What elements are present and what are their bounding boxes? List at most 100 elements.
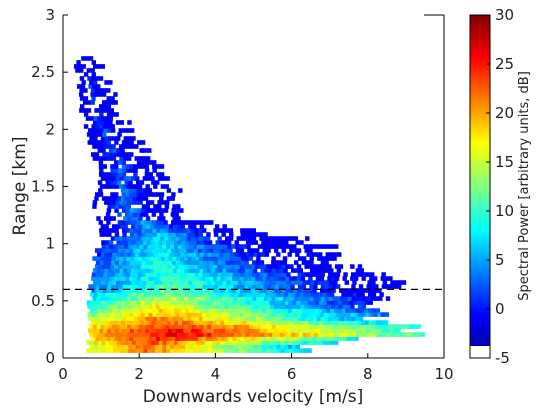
- heatmap-cell: [370, 284, 375, 289]
- heatmap-cell: [313, 296, 318, 301]
- heatmap-cell: [296, 320, 301, 325]
- heatmap-cell: [256, 324, 262, 329]
- heatmap-cell: [164, 316, 169, 321]
- heatmap-cell: [286, 316, 291, 321]
- heatmap-cell: [87, 76, 92, 81]
- x-tick-label: 2: [134, 365, 144, 383]
- heatmap-cell: [303, 244, 308, 249]
- heatmap-cell: [269, 320, 275, 325]
- heatmap-cell: [75, 68, 80, 73]
- heatmap-cell: [125, 220, 130, 225]
- heatmap-cell: [133, 336, 138, 341]
- heatmap-cell: [140, 192, 146, 197]
- heatmap-cell: [249, 252, 254, 257]
- heatmap-cell: [182, 248, 187, 253]
- heatmap-cell: [132, 196, 137, 201]
- heatmap-cell: [246, 292, 251, 297]
- heatmap-cell: [101, 196, 107, 201]
- heatmap-cell: [135, 340, 141, 345]
- heatmap-cell: [254, 248, 260, 253]
- heatmap-cell: [253, 348, 259, 353]
- heatmap-cell: [187, 316, 192, 321]
- heatmap-cell: [339, 288, 344, 293]
- heatmap-cell: [201, 320, 206, 325]
- heatmap-cell: [141, 256, 147, 261]
- heatmap-cell: [229, 296, 234, 301]
- heatmap-cell: [119, 332, 125, 337]
- heatmap-cell: [149, 324, 155, 329]
- heatmap-cell: [193, 300, 198, 305]
- heatmap-cell: [247, 228, 253, 233]
- heatmap-cell: [170, 348, 175, 353]
- heatmap-cell: [144, 220, 149, 225]
- heatmap-cell: [287, 324, 292, 329]
- heatmap-cell: [131, 308, 137, 313]
- heatmap-cell: [177, 308, 183, 313]
- heatmap-cell: [382, 332, 388, 337]
- heatmap-cell: [149, 260, 154, 265]
- heatmap-cell: [115, 280, 121, 285]
- heatmap-cell: [369, 312, 374, 317]
- heatmap-cell: [102, 304, 107, 309]
- heatmap-cell: [265, 240, 270, 245]
- heatmap-cell: [210, 284, 215, 289]
- heatmap-cell: [263, 328, 268, 333]
- heatmap-cell: [90, 340, 95, 345]
- heatmap-cell: [355, 268, 361, 273]
- heatmap-cell: [361, 312, 367, 317]
- heatmap-cell: [181, 292, 186, 297]
- heatmap-cell: [224, 276, 229, 281]
- heatmap-cell: [101, 300, 107, 305]
- heatmap-cell: [235, 304, 241, 309]
- heatmap-cell: [211, 308, 217, 313]
- heatmap-cell: [268, 332, 273, 337]
- heatmap-cell: [169, 240, 175, 245]
- heatmap-cell: [92, 316, 97, 321]
- heatmap-cell: [259, 328, 264, 333]
- heatmap-cell: [384, 276, 389, 281]
- heatmap-cell: [122, 316, 127, 321]
- heatmap-cell: [173, 332, 178, 337]
- heatmap-cell: [263, 284, 268, 289]
- heatmap-cell: [180, 252, 186, 257]
- heatmap-cell: [282, 236, 287, 241]
- heatmap-cell: [142, 156, 147, 161]
- heatmap-cell: [320, 316, 326, 321]
- heatmap-cell: [208, 348, 213, 353]
- heatmap-cell: [226, 268, 231, 273]
- heatmap-cell: [165, 252, 171, 257]
- heatmap-cell: [159, 336, 165, 341]
- heatmap-cell: [125, 312, 131, 317]
- heatmap-cell: [138, 332, 144, 337]
- heatmap-cell: [141, 204, 147, 209]
- heatmap-cell: [232, 336, 237, 341]
- heatmap-cell: [259, 232, 264, 237]
- heatmap-cell: [190, 220, 195, 225]
- heatmap-cell: [110, 272, 116, 277]
- heatmap-cell: [255, 284, 261, 289]
- heatmap-cell: [143, 188, 149, 193]
- heatmap-cell: [272, 332, 277, 337]
- heatmap-cell: [169, 268, 174, 273]
- heatmap-cell: [229, 256, 234, 261]
- heatmap-cell: [119, 200, 124, 205]
- heatmap-cell: [215, 308, 221, 313]
- heatmap-cell: [300, 320, 305, 325]
- heatmap-cell: [89, 80, 94, 85]
- heatmap-cell: [92, 156, 98, 161]
- heatmap-cell: [191, 284, 196, 289]
- heatmap-cell: [193, 264, 199, 269]
- heatmap-cell: [172, 284, 177, 289]
- heatmap-cell: [144, 276, 149, 281]
- heatmap-cell: [293, 312, 298, 317]
- heatmap-cell: [195, 332, 201, 337]
- heatmap-cell: [115, 324, 121, 329]
- heatmap-cell: [176, 268, 182, 273]
- heatmap-cell: [122, 272, 127, 277]
- heatmap-cell: [345, 300, 351, 305]
- heatmap-cell: [220, 312, 226, 317]
- heatmap-cell: [148, 276, 153, 281]
- heatmap-cell: [386, 324, 391, 329]
- heatmap-cell: [134, 332, 140, 337]
- heatmap-cell: [144, 304, 149, 309]
